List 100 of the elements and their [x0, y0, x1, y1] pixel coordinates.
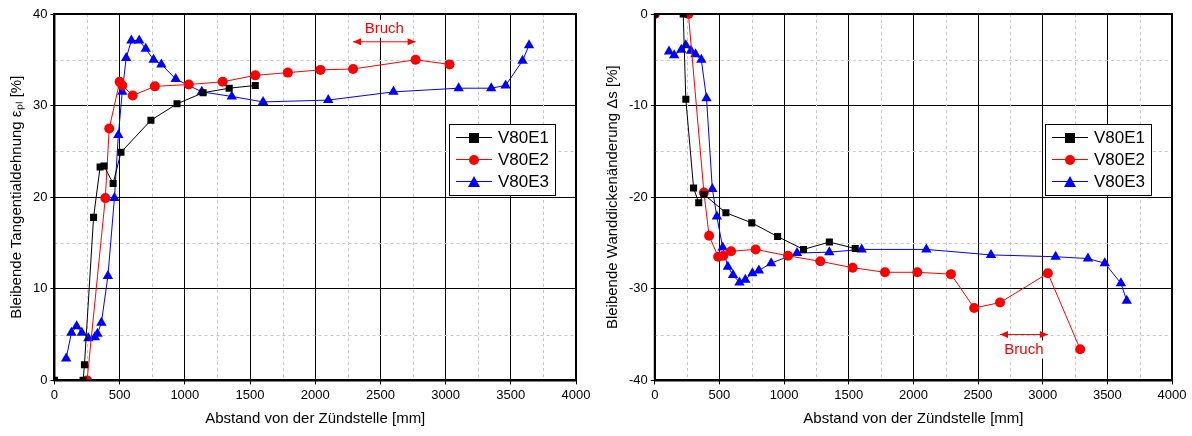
- point: [707, 182, 718, 192]
- point: [750, 244, 761, 255]
- point: [444, 59, 455, 70]
- point: [851, 244, 859, 253]
- legend-label: V80E1: [1094, 126, 1146, 149]
- point: [711, 210, 723, 220]
- point: [120, 51, 132, 61]
- point: [1050, 250, 1061, 260]
- x-tick-label: 2000: [898, 386, 928, 402]
- point: [388, 85, 399, 95]
- x-tick-label: 1500: [834, 386, 864, 402]
- legend-label: V80E2: [1094, 148, 1146, 171]
- y-tick-label: 0: [40, 371, 48, 387]
- x-tick-label: 1000: [170, 386, 200, 402]
- point: [117, 148, 125, 156]
- annotation: Bruch: [1004, 339, 1044, 357]
- point: [104, 123, 115, 134]
- x-tick-label: 2500: [963, 386, 993, 402]
- y-tick-label: -20: [628, 188, 648, 204]
- point: [690, 184, 698, 192]
- point: [109, 179, 117, 187]
- point: [315, 64, 326, 75]
- point: [126, 34, 137, 44]
- x-tick-label: 0: [50, 386, 59, 402]
- y-axis-title: Bleibende Wanddickenänderung Δs [%]: [603, 65, 621, 330]
- y-tick-label: 30: [32, 97, 48, 113]
- point: [748, 219, 756, 227]
- legend-label: V80E1: [498, 126, 550, 149]
- x-tick-label: 2500: [365, 386, 395, 402]
- point: [847, 262, 858, 273]
- point: [102, 269, 114, 279]
- point: [250, 70, 261, 81]
- x-tick-label: 2000: [300, 386, 330, 402]
- x-tick-label: 500: [108, 386, 131, 402]
- point: [668, 49, 680, 59]
- x-tick-label: 1500: [235, 386, 265, 402]
- point: [225, 84, 233, 92]
- legend-label: V80E3: [498, 170, 550, 193]
- point: [879, 267, 890, 278]
- point: [1082, 252, 1094, 262]
- point: [727, 269, 739, 279]
- point: [257, 95, 269, 105]
- point: [695, 199, 703, 207]
- point: [995, 297, 1006, 308]
- y-axis-title: Bleibende Tangentialdehnung εₚₗ [%]: [7, 75, 26, 319]
- y-tick-label: -10: [628, 97, 648, 113]
- point: [100, 193, 111, 204]
- point: [824, 246, 835, 256]
- point: [92, 327, 103, 337]
- point: [682, 95, 690, 103]
- annotation: Bruch: [364, 18, 404, 36]
- point: [799, 245, 808, 253]
- x-tick-label: 4000: [561, 386, 591, 402]
- point: [323, 94, 334, 104]
- y-tick-label: 0: [640, 5, 648, 21]
- point: [147, 116, 155, 124]
- point: [109, 192, 120, 202]
- x-axis-title: Abstand von der Zündstelle [mm]: [803, 409, 1024, 427]
- point: [282, 67, 293, 78]
- point: [782, 250, 793, 261]
- point: [500, 79, 511, 89]
- x-tick-label: 3500: [496, 386, 526, 402]
- point: [1099, 257, 1110, 267]
- point: [486, 82, 497, 92]
- x-tick-label: 1000: [769, 386, 799, 402]
- point: [726, 246, 737, 257]
- point: [348, 63, 359, 74]
- point: [117, 80, 128, 91]
- x-tick-label: 500: [708, 386, 731, 402]
- x-axis-title: Abstand von der Zündstelle [mm]: [205, 409, 426, 427]
- legend-label: V80E3: [1094, 170, 1146, 193]
- point: [1115, 277, 1127, 287]
- point: [704, 230, 715, 241]
- point: [96, 316, 107, 326]
- point: [113, 128, 124, 138]
- point: [410, 54, 421, 65]
- x-tick-label: 4000: [1157, 386, 1187, 402]
- x-tick-label: 0: [651, 386, 659, 402]
- point: [945, 269, 956, 280]
- point: [517, 54, 528, 64]
- point: [722, 260, 734, 270]
- point: [722, 209, 730, 217]
- point: [523, 39, 535, 49]
- point: [127, 90, 138, 101]
- point: [1042, 268, 1053, 279]
- point: [1075, 344, 1086, 355]
- point: [149, 81, 160, 92]
- point: [696, 53, 707, 63]
- point: [71, 320, 82, 330]
- point: [66, 326, 77, 336]
- point: [90, 213, 98, 221]
- point: [76, 326, 88, 336]
- point: [740, 273, 751, 283]
- point: [717, 241, 728, 251]
- point: [912, 267, 923, 278]
- point: [199, 89, 207, 97]
- point: [134, 34, 145, 44]
- point: [701, 92, 712, 102]
- point: [969, 303, 980, 314]
- point: [80, 361, 88, 369]
